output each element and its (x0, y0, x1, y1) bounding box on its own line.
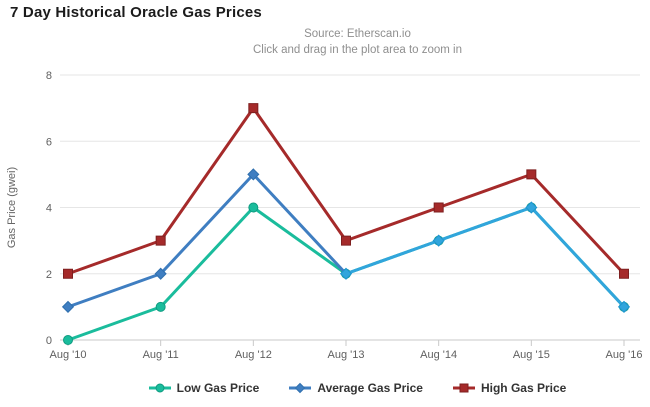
y-axis-title: Gas Price (gwei) (6, 167, 18, 248)
square-legend-marker-icon (452, 383, 475, 393)
series-line-segment (437, 206, 533, 243)
x-axis-tick-label: Aug '16 (606, 349, 643, 361)
circle-legend-marker-icon (148, 383, 171, 393)
y-axis-tick-label: 8 (46, 70, 52, 82)
legend-label: Low Gas Price (176, 381, 260, 395)
x-axis-tick-label: Aug '10 (50, 349, 87, 361)
x-axis-tick-label: Aug '15 (513, 349, 550, 361)
data-point-marker[interactable] (155, 301, 166, 312)
data-point-marker[interactable] (619, 268, 629, 279)
data-point-marker[interactable] (526, 169, 537, 180)
series-line-segment (344, 239, 441, 276)
series-line-segment (66, 305, 163, 342)
legend: Low Gas Price Average Gas Price High Gas P… (65, 377, 650, 399)
chart-title: 7 Day Historical Oracle Gas Prices (10, 4, 262, 21)
legend-label: High Gas Price (480, 381, 567, 395)
y-axis-tick-label: 0 (46, 335, 52, 347)
x-axis-tick-label: Aug '14 (420, 349, 457, 361)
data-point-marker[interactable] (63, 335, 73, 345)
series-line-segment (251, 172, 348, 276)
data-point-marker[interactable] (61, 300, 75, 313)
diamond-legend-marker-icon (289, 382, 312, 394)
series-line-segment (529, 206, 626, 309)
data-point-marker[interactable] (525, 201, 538, 214)
series-line-segment (159, 172, 255, 276)
data-point-marker[interactable] (155, 235, 166, 246)
data-point-marker[interactable] (432, 234, 445, 247)
chart-source-text: Source: Etherscan.io (304, 28, 411, 40)
x-axis-tick-label: Aug '13 (328, 349, 365, 361)
y-axis-tick-label: 4 (46, 203, 52, 215)
chart-zoom-hint-text: Click and drag in the plot area to zoom … (252, 44, 463, 56)
legend-item-low-gas-price[interactable]: Low Gas Price (148, 381, 260, 395)
series-line-segment (251, 106, 348, 243)
data-point-marker[interactable] (433, 202, 444, 213)
series-line-segment (437, 172, 533, 209)
x-axis-tick-label: Aug '12 (235, 349, 272, 361)
legend-label: Average Gas Price (317, 381, 423, 395)
legend-item-average-gas-price[interactable]: Average Gas Price (289, 381, 423, 395)
chart-subtitle: Source: Etherscan.io Click and drag in t… (65, 26, 650, 58)
data-point-marker[interactable] (341, 235, 351, 246)
data-point-marker[interactable] (248, 202, 259, 213)
data-point-marker[interactable] (63, 268, 73, 279)
data-point-marker[interactable] (339, 267, 353, 280)
data-point-marker[interactable] (617, 300, 631, 313)
data-point-marker[interactable] (247, 168, 260, 181)
series-line-segment (159, 206, 255, 309)
y-axis-tick-label: 6 (46, 136, 52, 148)
series-line-segment (66, 272, 163, 309)
data-point-marker[interactable] (154, 267, 167, 280)
series-line-segment (529, 172, 626, 276)
y-axis-tick-label: 2 (46, 269, 52, 281)
series-line-segment (251, 206, 348, 276)
legend-item-high-gas-price[interactable]: High Gas Price (452, 381, 567, 395)
data-point-marker[interactable] (248, 103, 259, 114)
x-axis-tick-label: Aug '11 (143, 349, 179, 361)
series-line-segment (159, 106, 255, 243)
series-line-segment (344, 206, 441, 243)
series-line-segment (66, 239, 163, 276)
